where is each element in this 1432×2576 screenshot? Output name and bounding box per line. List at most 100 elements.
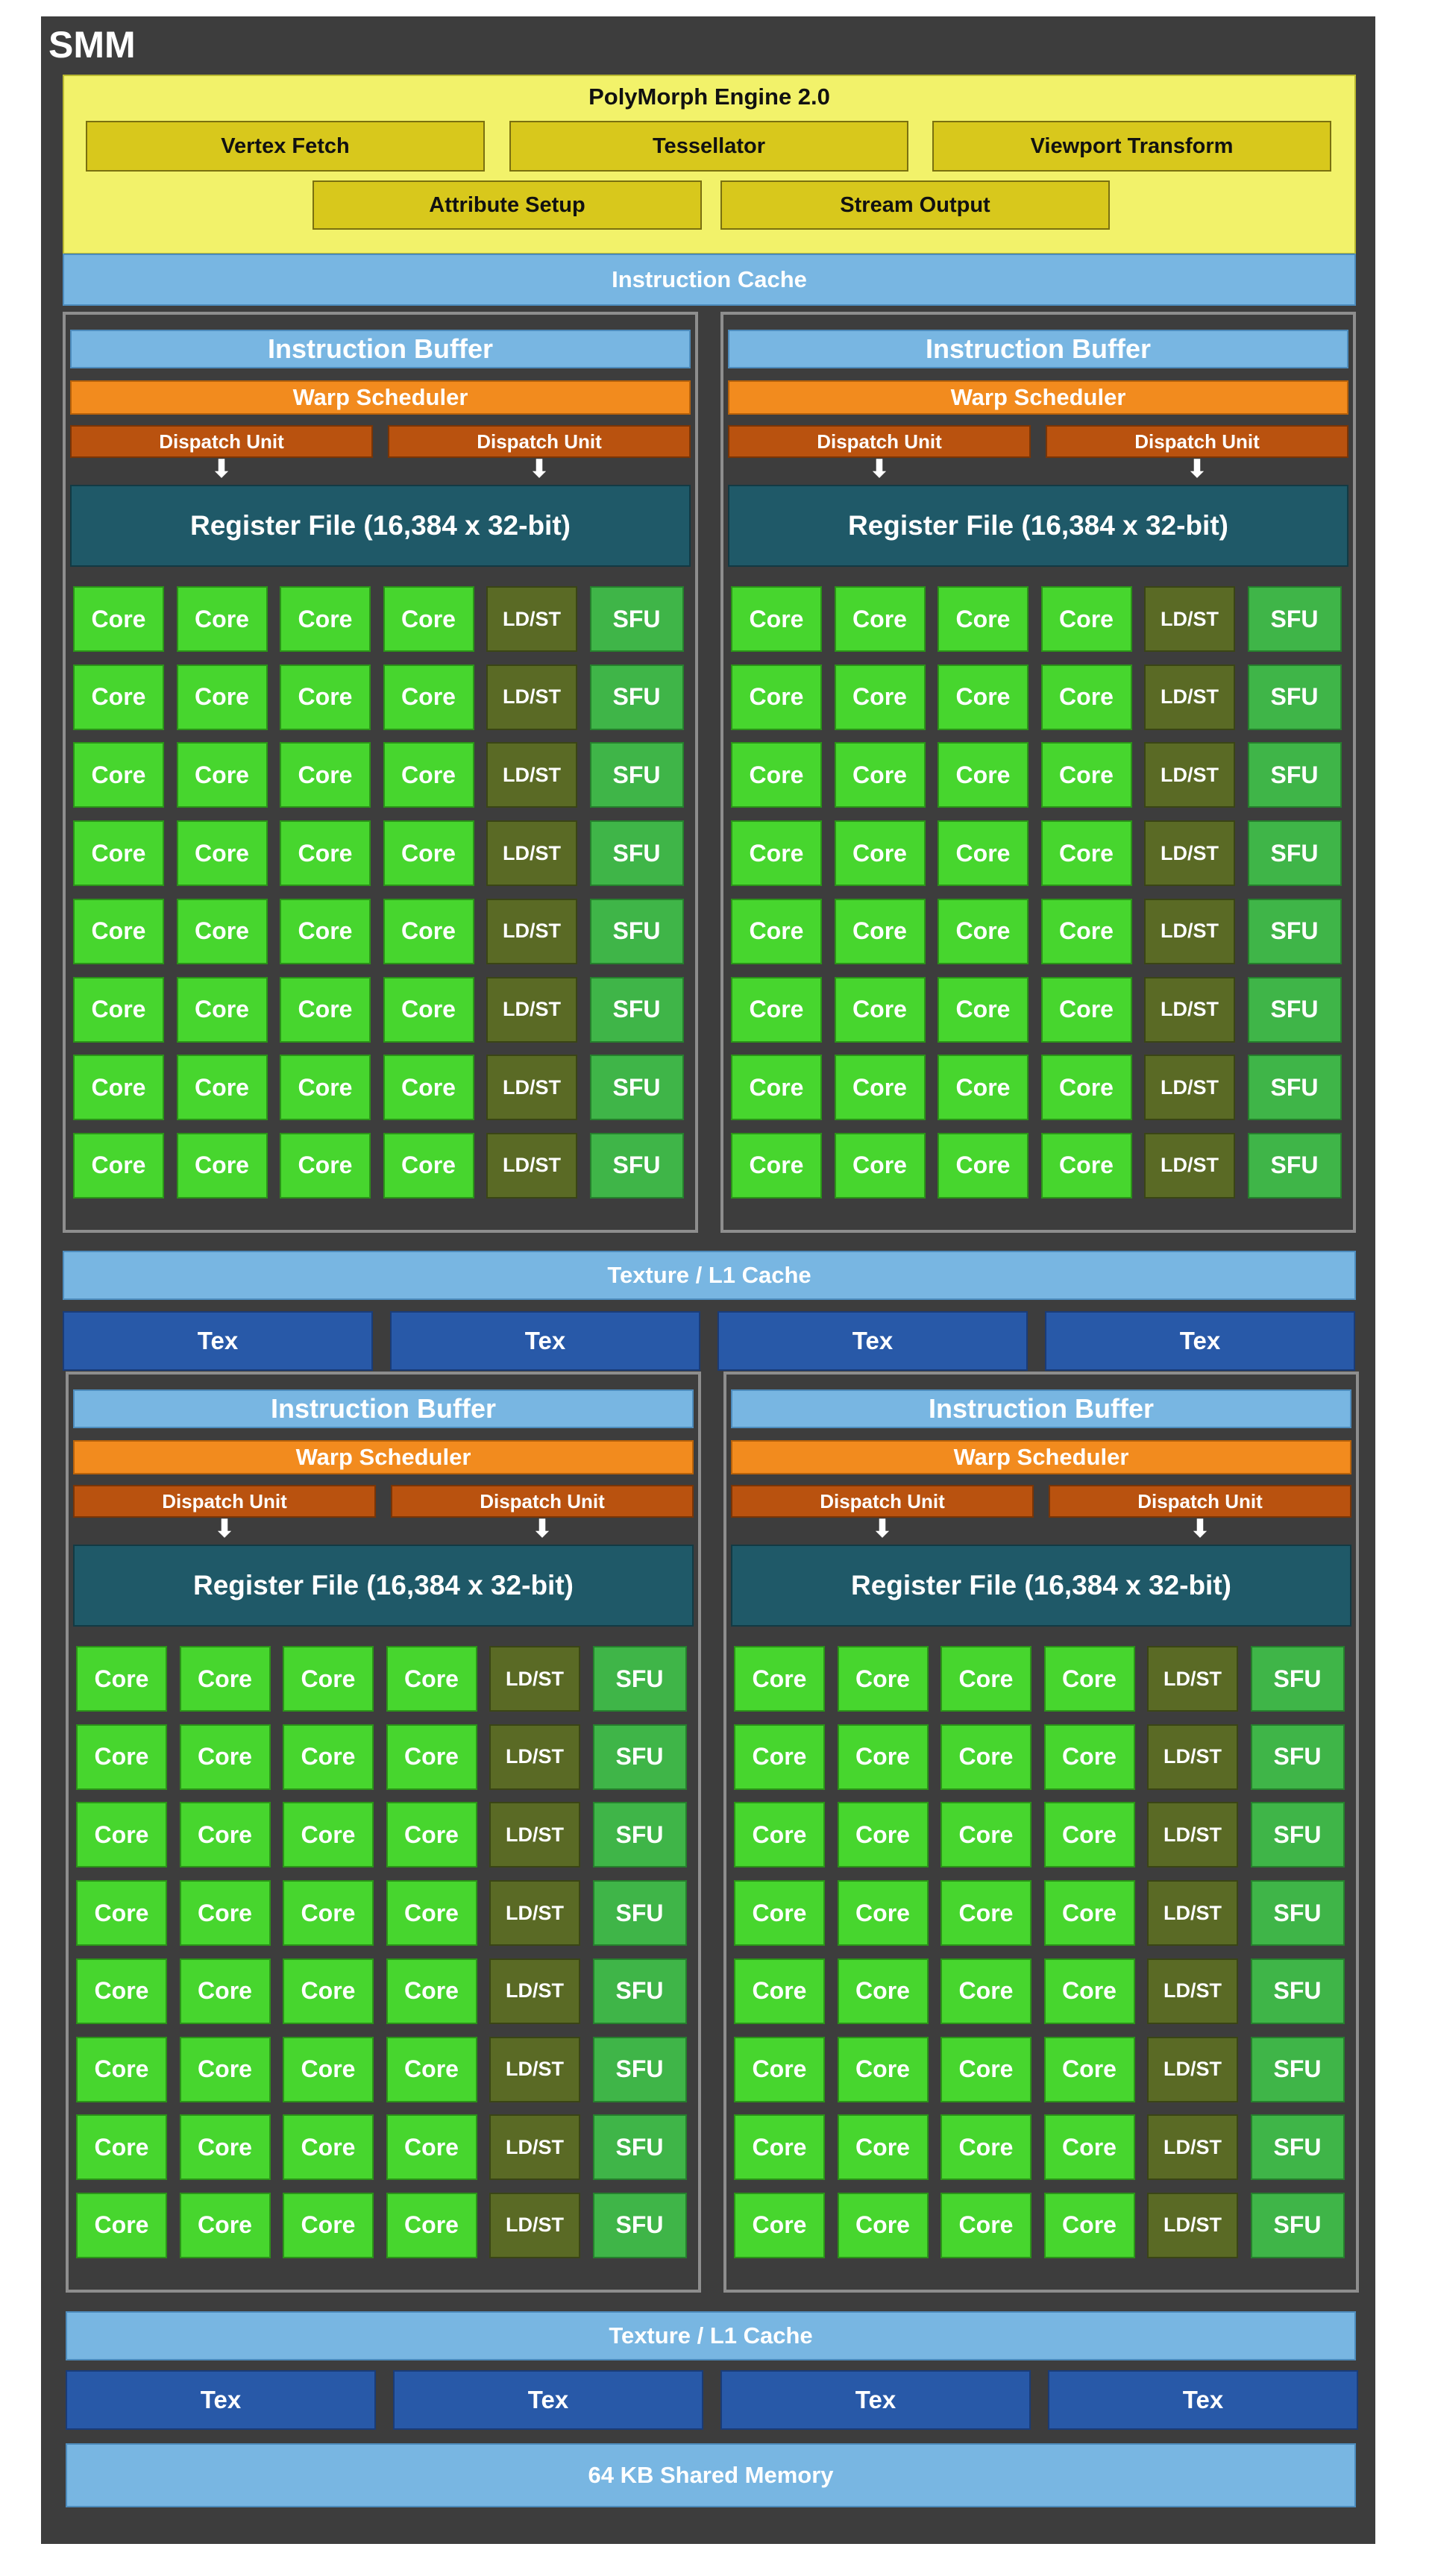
register-file: Register File (16,384 x 32-bit): [73, 1545, 694, 1627]
core-unit: Core: [176, 976, 268, 1043]
ldst-unit: LD/ST: [486, 742, 577, 808]
register-file: Register File (16,384 x 32-bit): [731, 1545, 1351, 1627]
core-unit: Core: [940, 1724, 1031, 1790]
core-unit: Core: [1040, 664, 1132, 730]
register-file: Register File (16,384 x 32-bit): [728, 485, 1348, 567]
core-unit: Core: [176, 742, 268, 808]
ldst-unit: LD/ST: [1147, 2192, 1238, 2258]
core-unit: Core: [834, 742, 926, 808]
ldst-unit: LD/ST: [1147, 2114, 1238, 2181]
ldst-unit: LD/ST: [486, 1132, 577, 1199]
core-unit: Core: [73, 742, 164, 808]
core-unit: Core: [386, 2114, 477, 2181]
core-unit: Core: [940, 2192, 1031, 2258]
ldst-unit: LD/ST: [1144, 898, 1235, 964]
core-unit: Core: [176, 1132, 268, 1199]
core-unit: Core: [734, 2114, 825, 2181]
core-unit: Core: [1043, 1802, 1135, 1868]
core-unit: Core: [731, 1055, 822, 1121]
sfu-unit: SFU: [1250, 1646, 1345, 1712]
core-unit: Core: [837, 1880, 929, 1947]
ldst-unit: LD/ST: [1144, 586, 1235, 652]
tex-unit: Tex: [66, 2370, 376, 2430]
core-unit: Core: [837, 2192, 929, 2258]
core-unit: Core: [938, 742, 1029, 808]
core-unit: Core: [386, 1802, 477, 1868]
dispatch-unit: Dispatch Unit: [70, 425, 373, 458]
sfu-unit: SFU: [592, 1724, 687, 1790]
down-arrow-icon: ⬇: [1189, 1515, 1211, 1543]
dispatch-unit: Dispatch Unit: [1046, 425, 1348, 458]
core-unit: Core: [731, 664, 822, 730]
sfu-unit: SFU: [592, 2036, 687, 2102]
core-unit: Core: [280, 664, 371, 730]
processing-block-4: Instruction Buffer Warp Scheduler Dispatch…: [723, 1372, 1359, 2293]
tex-unit: Tex: [1048, 2370, 1358, 2430]
core-unit: Core: [386, 2192, 477, 2258]
core-unit: Core: [734, 1958, 825, 2024]
core-unit: Core: [386, 1880, 477, 1947]
ldst-unit: LD/ST: [489, 1802, 580, 1868]
down-arrow-icon: ⬇: [868, 455, 891, 483]
processing-block-3: Instruction Buffer Warp Scheduler Dispatch…: [66, 1372, 701, 2293]
ldst-unit: LD/ST: [486, 898, 577, 964]
core-unit: Core: [176, 1055, 268, 1121]
core-unit: Core: [938, 1055, 1029, 1121]
core-unit: Core: [179, 1880, 271, 1947]
ldst-unit: LD/ST: [489, 1958, 580, 2024]
sfu-unit: SFU: [592, 2192, 687, 2258]
down-arrow-icon: ⬇: [871, 1515, 894, 1543]
ldst-unit: LD/ST: [1144, 664, 1235, 730]
core-unit: Core: [383, 742, 474, 808]
texture-l1-cache-top: Texture / L1 Cache: [63, 1251, 1356, 1300]
tex-unit: Tex: [390, 1311, 700, 1371]
core-unit: Core: [834, 1132, 926, 1199]
sfu-unit: SFU: [1247, 898, 1342, 964]
core-unit: Core: [731, 820, 822, 887]
tex-unit: Tex: [717, 1311, 1028, 1371]
tessellator-unit: Tessellator: [509, 121, 908, 172]
core-unit: Core: [176, 898, 268, 964]
dispatch-unit: Dispatch Unit: [388, 425, 691, 458]
ldst-unit: LD/ST: [486, 976, 577, 1043]
core-unit: Core: [1043, 1880, 1135, 1947]
register-file: Register File (16,384 x 32-bit): [70, 485, 691, 567]
sfu-unit: SFU: [1247, 820, 1342, 887]
ldst-unit: LD/ST: [1144, 1055, 1235, 1121]
core-unit: Core: [76, 2114, 167, 2181]
core-unit: Core: [383, 976, 474, 1043]
stream-output-unit: Stream Output: [720, 180, 1110, 230]
core-unit: Core: [383, 586, 474, 652]
sfu-unit: SFU: [589, 586, 684, 652]
ldst-unit: LD/ST: [1144, 742, 1235, 808]
ldst-unit: LD/ST: [1147, 2036, 1238, 2102]
down-arrow-icon: ⬇: [213, 1515, 236, 1543]
polymorph-title: PolyMorph Engine 2.0: [588, 84, 830, 110]
processing-block-2: Instruction Buffer Warp Scheduler Dispatch…: [720, 312, 1356, 1233]
core-unit: Core: [938, 586, 1029, 652]
core-unit: Core: [176, 586, 268, 652]
core-unit: Core: [283, 1880, 374, 1947]
sfu-unit: SFU: [589, 742, 684, 808]
sfu-unit: SFU: [1247, 586, 1342, 652]
ldst-unit: LD/ST: [1147, 1958, 1238, 2024]
core-unit: Core: [940, 1802, 1031, 1868]
core-unit: Core: [283, 2192, 374, 2258]
dispatch-unit: Dispatch Unit: [731, 1485, 1034, 1518]
vertex-fetch-unit: Vertex Fetch: [86, 121, 485, 172]
sfu-unit: SFU: [592, 1802, 687, 1868]
core-unit: Core: [734, 1724, 825, 1790]
core-unit: Core: [731, 1132, 822, 1199]
core-unit: Core: [283, 2036, 374, 2102]
core-unit: Core: [179, 1724, 271, 1790]
ldst-unit: LD/ST: [1147, 1724, 1238, 1790]
ldst-unit: LD/ST: [489, 1880, 580, 1947]
core-unit: Core: [383, 1132, 474, 1199]
ldst-unit: LD/ST: [486, 1055, 577, 1121]
core-unit: Core: [283, 2114, 374, 2181]
sfu-unit: SFU: [1247, 976, 1342, 1043]
core-unit: Core: [938, 976, 1029, 1043]
core-unit: Core: [386, 1958, 477, 2024]
core-unit: Core: [280, 742, 371, 808]
ldst-unit: LD/ST: [489, 2192, 580, 2258]
